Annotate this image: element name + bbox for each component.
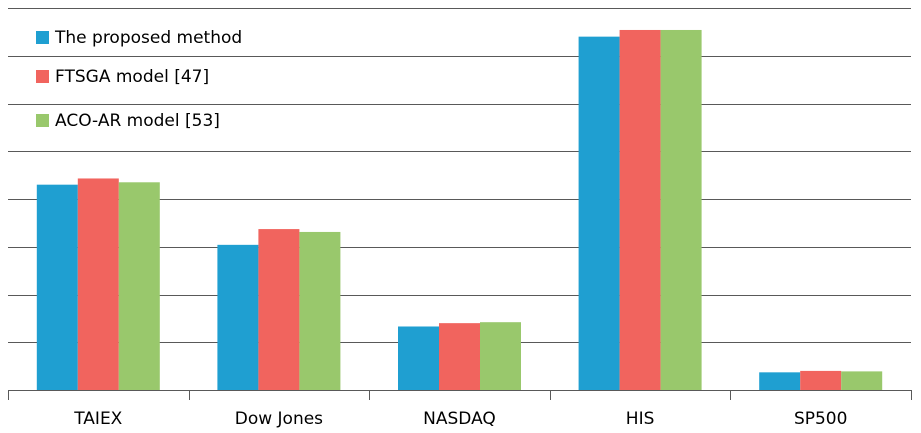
legend-swatch-2 — [36, 70, 49, 83]
bar-dow-jones-series-2 — [258, 229, 300, 390]
x-tick-label-nasdaq: NASDAQ — [423, 409, 496, 429]
x-tick-label-dow-jones: Dow Jones — [235, 409, 323, 429]
legend-swatch-1 — [36, 31, 49, 44]
legend-label-2: FTSGA model [47] — [55, 67, 209, 87]
legend-label-1: The proposed method — [54, 28, 242, 48]
bar-dow-jones-series-3 — [299, 231, 341, 390]
bar-his-series-3 — [660, 29, 702, 391]
x-tick-label-taiex: TAIEX — [73, 409, 122, 429]
legend: The proposed method FTSGA model [47] ACO-A… — [36, 28, 242, 131]
bar-nasdaq-series-2 — [439, 323, 480, 390]
bar-his-series-1 — [578, 36, 620, 391]
bar-nasdaq-series-1 — [398, 326, 439, 390]
bar-taiex-series-2 — [77, 178, 119, 390]
bar-taiex-series-3 — [118, 182, 160, 390]
x-axis: TAIEX Dow Jones NASDAQ HIS SP500 — [8, 390, 912, 429]
bar-sp500-series-3 — [841, 371, 883, 390]
legend-label-3: ACO-AR model [53] — [55, 111, 220, 131]
x-tick-label-sp500: SP500 — [794, 409, 848, 429]
bar-dow-jones-series-1 — [217, 244, 259, 390]
bar-taiex-series-1 — [36, 184, 78, 390]
bar-sp500-series-2 — [800, 370, 842, 390]
legend-swatch-3 — [36, 114, 49, 127]
bar-his-series-2 — [619, 29, 661, 391]
bar-nasdaq-series-3 — [480, 322, 521, 390]
x-tick-label-his: HIS — [626, 409, 655, 429]
bars — [36, 29, 883, 391]
bar-sp500-series-1 — [759, 372, 801, 390]
